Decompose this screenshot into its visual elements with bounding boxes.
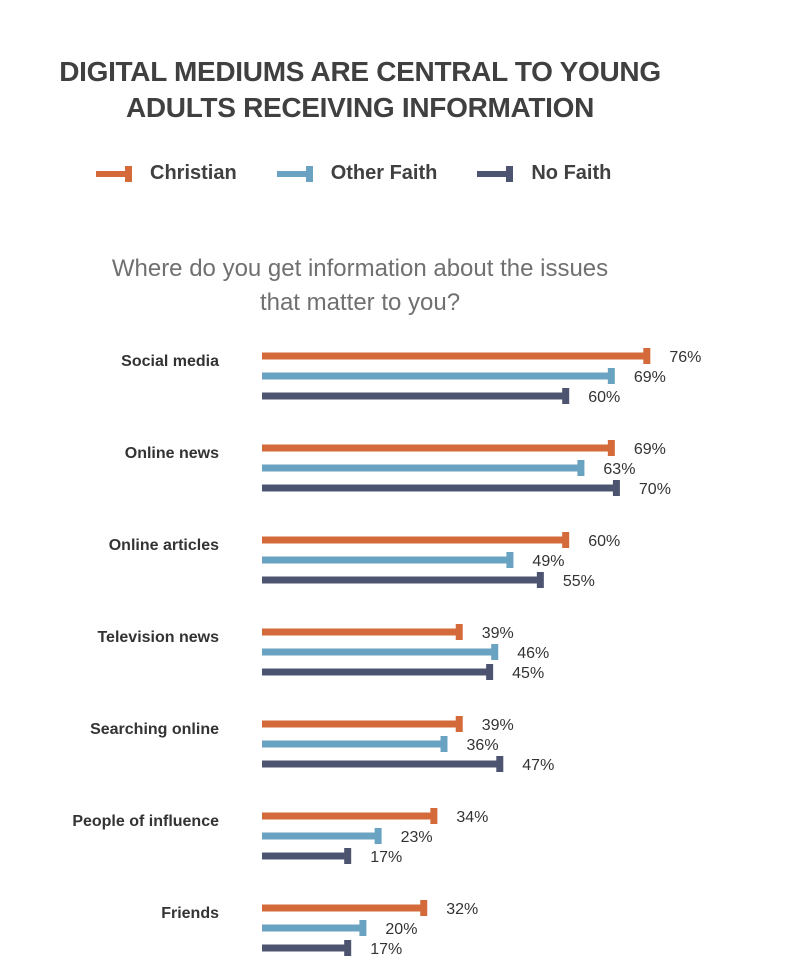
bar-cap-other-faith-online-articles xyxy=(506,552,514,568)
category-label-people-of-influence: People of influence xyxy=(72,813,219,830)
category-label-television-news: Television news xyxy=(97,629,219,646)
category-label-online-news: Online news xyxy=(125,445,219,462)
bar-christian-online-articles xyxy=(262,536,567,544)
legend-item-christian: Christian xyxy=(96,162,237,185)
bar-cap-no-faith-social-media xyxy=(562,388,570,404)
bar-no-faith-searching-online xyxy=(262,760,501,768)
bar-cap-other-faith-people-of-influence xyxy=(374,828,382,844)
bar-other-faith-social-media xyxy=(262,372,612,380)
bar-cap-other-faith-social-media xyxy=(607,368,615,384)
legend-label-christian: Christian xyxy=(150,162,237,184)
bar-cap-christian-online-articles xyxy=(562,532,570,548)
bar-cap-other-faith-searching-online xyxy=(440,736,448,752)
value-label-christian-television-news: 39% xyxy=(482,625,514,642)
legend-label-other-faith: Other Faith xyxy=(330,162,438,184)
bar-other-faith-online-articles xyxy=(262,556,511,564)
legend-item-other-faith: Other Faith xyxy=(276,162,438,185)
value-label-no-faith-searching-online: 47% xyxy=(522,757,554,774)
legend-swatch-other-faith xyxy=(276,165,313,182)
bar-no-faith-social-media xyxy=(262,392,567,400)
bar-christian-social-media xyxy=(262,352,648,360)
value-label-no-faith-online-news: 70% xyxy=(639,481,671,498)
legend: Christian Other Faith No Faith xyxy=(96,162,651,185)
value-label-other-faith-people-of-influence: 23% xyxy=(401,829,433,846)
bar-cap-christian-searching-online xyxy=(455,716,463,732)
value-label-other-faith-online-articles: 49% xyxy=(532,553,564,570)
legend-swatch-christian xyxy=(96,165,132,182)
value-label-christian-friends: 32% xyxy=(446,901,478,918)
value-label-christian-social-media: 76% xyxy=(669,349,701,366)
value-label-no-faith-television-news: 45% xyxy=(512,665,544,682)
bar-cap-other-faith-friends xyxy=(359,920,367,936)
bar-christian-people-of-influence xyxy=(262,812,435,820)
value-label-christian-people-of-influence: 34% xyxy=(456,809,488,826)
value-label-no-faith-people-of-influence: 17% xyxy=(370,849,402,866)
bar-cap-other-faith-online-news xyxy=(577,460,585,476)
bar-christian-friends xyxy=(262,904,425,912)
bar-christian-online-news xyxy=(262,444,612,452)
bar-other-faith-people-of-influence xyxy=(262,832,379,840)
bar-cap-no-faith-friends xyxy=(344,940,352,956)
chart-title-line-1: DIGITAL MEDIUMS ARE CENTRAL TO YOUNG xyxy=(59,56,661,87)
bar-no-faith-people-of-influence xyxy=(262,852,349,860)
bar-other-faith-television-news xyxy=(262,648,496,656)
legend-label-no-faith: No Faith xyxy=(531,162,612,184)
value-label-other-faith-friends: 20% xyxy=(385,921,417,938)
bar-cap-christian-television-news xyxy=(455,624,463,640)
chart-title: DIGITAL MEDIUMS ARE CENTRAL TO YOUNG ADU… xyxy=(0,54,720,126)
bar-other-faith-searching-online xyxy=(262,740,445,748)
value-label-christian-online-news: 69% xyxy=(634,441,666,458)
chart-subtitle: Where do you get information about the i… xyxy=(0,252,720,320)
bar-cap-christian-friends xyxy=(420,900,428,916)
chart-subtitle-line-1: Where do you get information about the i… xyxy=(111,255,609,282)
bar-other-faith-friends xyxy=(262,924,364,932)
bar-cap-other-faith-television-news xyxy=(491,644,499,660)
value-label-no-faith-online-articles: 55% xyxy=(563,573,595,590)
bar-no-faith-television-news xyxy=(262,668,491,676)
bar-christian-searching-online xyxy=(262,720,460,728)
bar-cap-christian-social-media xyxy=(643,348,651,364)
value-label-no-faith-social-media: 60% xyxy=(588,389,620,406)
category-label-searching-online: Searching online xyxy=(90,721,219,738)
category-label-friends: Friends xyxy=(161,905,219,922)
bar-cap-no-faith-people-of-influence xyxy=(344,848,352,864)
bar-no-faith-friends xyxy=(262,944,349,952)
bar-cap-christian-people-of-influence xyxy=(430,808,438,824)
value-label-no-faith-friends: 17% xyxy=(370,941,402,958)
bar-cap-no-faith-searching-online xyxy=(496,756,504,772)
value-label-other-faith-television-news: 46% xyxy=(517,645,549,662)
bar-cap-no-faith-television-news xyxy=(486,664,494,680)
value-label-other-faith-searching-online: 36% xyxy=(467,737,499,754)
bar-other-faith-online-news xyxy=(262,464,582,472)
bar-no-faith-online-news xyxy=(262,484,617,492)
bar-no-faith-online-articles xyxy=(262,576,541,584)
bar-cap-no-faith-online-news xyxy=(612,480,620,496)
bar-christian-television-news xyxy=(262,628,460,636)
legend-item-no-faith: No Faith xyxy=(477,162,611,185)
category-label-online-articles: Online articles xyxy=(109,537,219,554)
bar-cap-christian-online-news xyxy=(607,440,615,456)
legend-swatch-no-faith xyxy=(477,165,514,182)
chart-subtitle-line-2: that matter to you? xyxy=(259,289,461,316)
category-label-social-media: Social media xyxy=(121,353,219,370)
bar-cap-no-faith-online-articles xyxy=(536,572,544,588)
value-label-christian-online-articles: 60% xyxy=(588,533,620,550)
value-label-christian-searching-online: 39% xyxy=(482,717,514,734)
chart-title-line-2: ADULTS RECEIVING INFORMATION xyxy=(125,92,595,123)
value-label-other-faith-online-news: 63% xyxy=(603,461,635,478)
value-label-other-faith-social-media: 69% xyxy=(634,369,666,386)
